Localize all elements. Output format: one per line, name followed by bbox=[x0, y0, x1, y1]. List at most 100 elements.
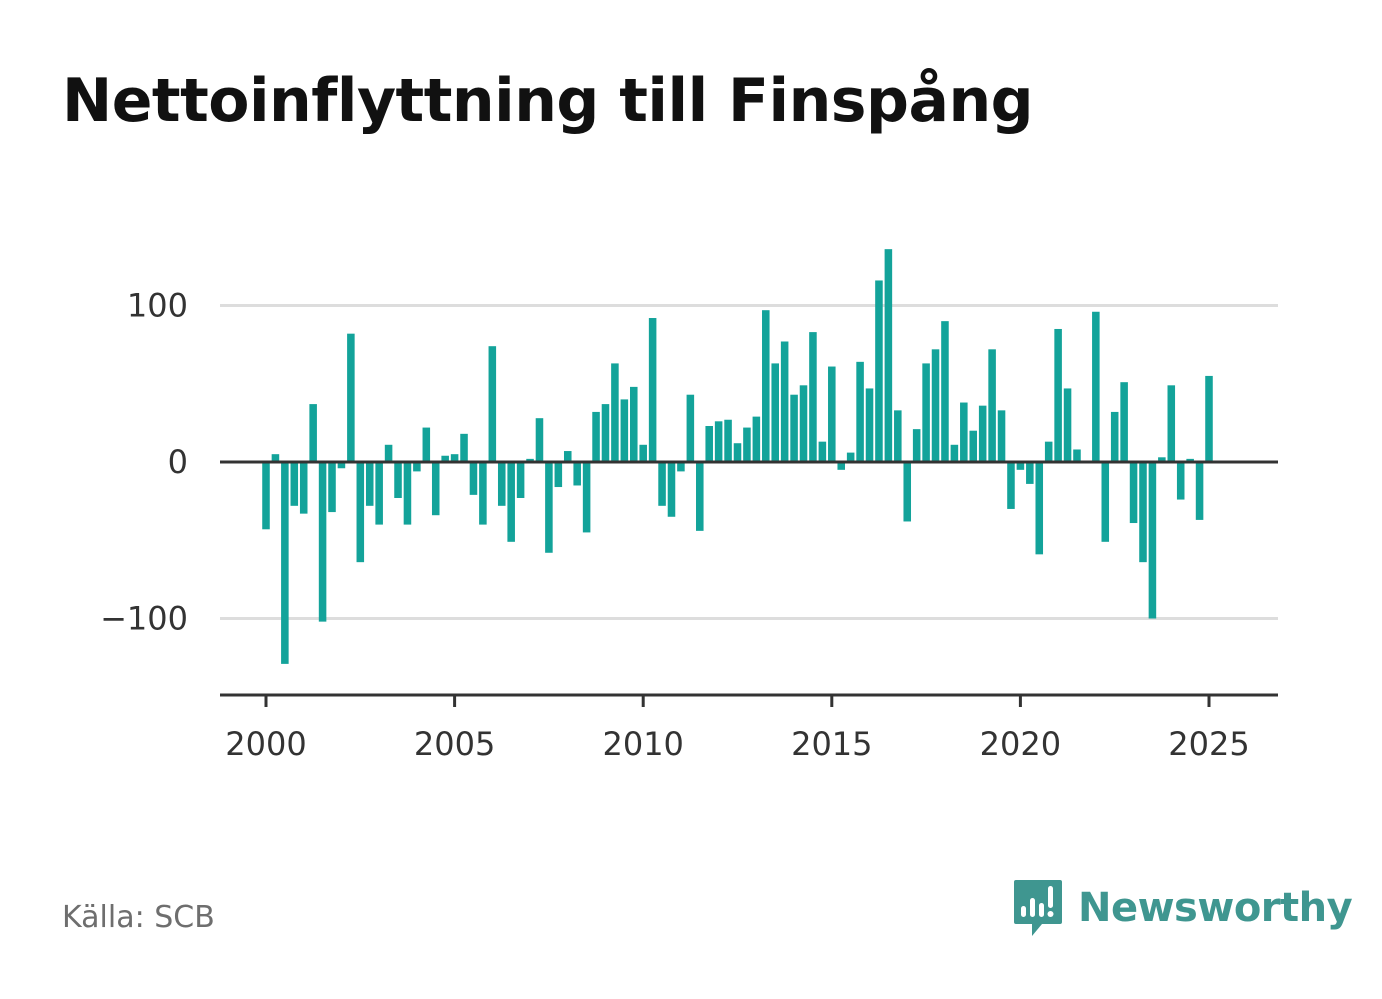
bar-75 bbox=[969, 430, 978, 462]
bar-36 bbox=[601, 404, 610, 462]
bar-79 bbox=[1007, 462, 1015, 509]
bar-24 bbox=[488, 346, 497, 462]
y-tick-label-2: 100 bbox=[127, 287, 188, 325]
grid-lines bbox=[220, 304, 1278, 620]
bar-38 bbox=[620, 399, 629, 462]
bar-70 bbox=[922, 363, 930, 462]
bar-60 bbox=[828, 366, 836, 462]
bar-57 bbox=[799, 385, 808, 462]
bar-53 bbox=[762, 310, 770, 462]
bar-85 bbox=[1063, 388, 1072, 462]
bar-42 bbox=[658, 462, 666, 506]
bar-81 bbox=[1026, 462, 1034, 484]
bar-65 bbox=[875, 280, 883, 462]
axes bbox=[220, 460, 1278, 707]
bar-64 bbox=[865, 388, 874, 462]
bar-63 bbox=[856, 361, 864, 462]
bar-55 bbox=[780, 341, 789, 462]
bar-27 bbox=[516, 462, 525, 498]
bar-71 bbox=[931, 349, 940, 462]
y-tick-label-0: −100 bbox=[100, 600, 188, 638]
bar-37 bbox=[611, 363, 619, 462]
bar-43 bbox=[667, 462, 676, 517]
bar-32 bbox=[563, 451, 572, 462]
x-tick-label-1: 2005 bbox=[414, 725, 495, 763]
bar-8 bbox=[337, 462, 346, 469]
bar-96 bbox=[1167, 385, 1176, 462]
bar-72 bbox=[941, 321, 949, 462]
bar-54 bbox=[771, 363, 779, 462]
y-tick-label-1: 0 bbox=[168, 443, 188, 481]
bar-10 bbox=[356, 462, 365, 563]
brand: Newsworthy bbox=[1012, 878, 1353, 938]
bar-86 bbox=[1073, 449, 1081, 462]
bar-90 bbox=[1110, 411, 1119, 462]
bar-18 bbox=[431, 462, 440, 516]
bar-40 bbox=[639, 444, 647, 462]
bar-52 bbox=[752, 416, 761, 462]
bar-13 bbox=[384, 444, 393, 462]
bar-19 bbox=[441, 455, 449, 462]
bar-80 bbox=[1016, 462, 1025, 470]
bar-23 bbox=[479, 462, 487, 525]
bar-84 bbox=[1054, 328, 1062, 462]
bar-30 bbox=[545, 462, 553, 553]
bar-15 bbox=[403, 462, 412, 525]
bar-76 bbox=[978, 405, 987, 462]
bar-74 bbox=[960, 402, 968, 462]
bar-16 bbox=[413, 462, 421, 472]
bar-82 bbox=[1035, 462, 1044, 555]
bar-11 bbox=[365, 462, 374, 506]
bar-47 bbox=[705, 426, 713, 462]
bar-50 bbox=[733, 443, 742, 462]
bar-29 bbox=[535, 418, 544, 462]
bar-66 bbox=[884, 249, 893, 462]
bar-14 bbox=[394, 462, 402, 498]
bar-97 bbox=[1176, 462, 1185, 500]
bar-94 bbox=[1148, 462, 1157, 619]
x-tick-label-0: 2000 bbox=[225, 725, 306, 763]
bar-26 bbox=[507, 462, 515, 542]
bar-4 bbox=[299, 462, 308, 514]
bar-7 bbox=[328, 462, 336, 513]
bar-95 bbox=[1158, 457, 1166, 462]
bar-5 bbox=[309, 404, 317, 462]
bar-34 bbox=[582, 462, 591, 533]
bar-78 bbox=[997, 410, 1006, 462]
brand-name: Newsworthy bbox=[1078, 885, 1353, 931]
tick-labels: −100 0 100 2000 2005 2010 2015 2020 2025 bbox=[100, 287, 1250, 764]
bar-62 bbox=[846, 452, 855, 462]
bar-49 bbox=[724, 419, 732, 462]
bar-44 bbox=[677, 462, 685, 472]
bar-88 bbox=[1092, 311, 1100, 462]
bar-92 bbox=[1129, 462, 1138, 524]
bars bbox=[262, 249, 1213, 664]
bar-73 bbox=[950, 444, 959, 462]
bar-39 bbox=[629, 386, 638, 462]
bar-6 bbox=[318, 462, 327, 622]
bar-31 bbox=[554, 462, 563, 488]
chart-title: Nettoinflyttning till Finspång bbox=[62, 66, 1034, 136]
bar-48 bbox=[714, 421, 723, 462]
bar-25 bbox=[497, 462, 506, 506]
bar-45 bbox=[686, 394, 695, 462]
bar-93 bbox=[1139, 462, 1147, 563]
bar-1 bbox=[271, 454, 280, 462]
bar-21 bbox=[460, 433, 468, 462]
bar-28 bbox=[526, 458, 534, 462]
bar-98 bbox=[1186, 458, 1194, 462]
x-tick-label-2: 2010 bbox=[602, 725, 683, 763]
bar-17 bbox=[422, 427, 431, 462]
bar-12 bbox=[375, 462, 383, 525]
bar-67 bbox=[894, 410, 902, 462]
bar-58 bbox=[809, 332, 817, 462]
bar-51 bbox=[743, 427, 751, 462]
bar-59 bbox=[818, 441, 827, 462]
bar-77 bbox=[988, 349, 996, 462]
bar-68 bbox=[903, 462, 912, 522]
source-note: Källa: SCB bbox=[62, 900, 215, 935]
bar-0 bbox=[262, 462, 270, 530]
x-tick-label-4: 2020 bbox=[980, 725, 1061, 763]
bar-2 bbox=[281, 462, 289, 664]
